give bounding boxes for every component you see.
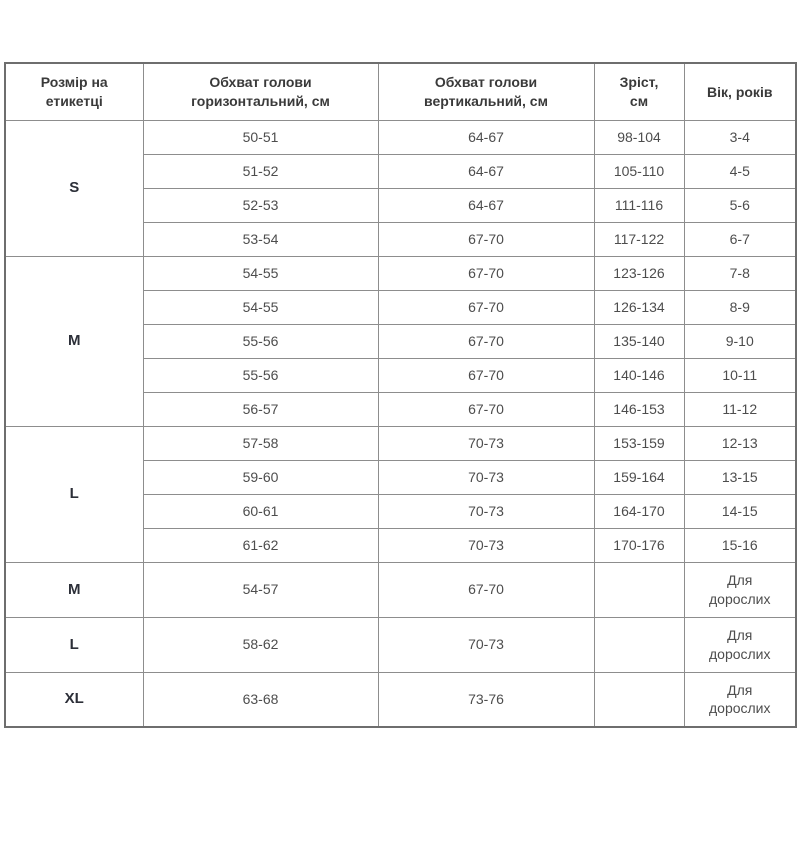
- height-cell: [593, 671, 685, 728]
- horizontal-cell: 55-56: [142, 357, 379, 393]
- height-cell: 126-134: [593, 289, 685, 325]
- table-row: 54-55 67-70 126-134 8-9: [5, 289, 797, 325]
- header-row: Розмір на етикетці Обхват голови горизон…: [4, 62, 797, 121]
- header-horizontal-circumference: Обхват голови горизонтальний, см: [142, 62, 379, 121]
- table-row: 56-57 67-70 146-153 11-12: [5, 391, 797, 427]
- table-row: 53-54 67-70 117-122 6-7: [5, 221, 797, 257]
- vertical-cell: 70-73: [377, 527, 595, 563]
- age-cell: Для дорослих: [683, 671, 797, 728]
- vertical-cell: 67-70: [377, 391, 595, 427]
- horizontal-cell: 58-62: [142, 616, 379, 673]
- horizontal-cell: 54-57: [142, 561, 379, 618]
- table-row: L 57-58 70-73 153-159 12-13: [4, 425, 797, 563]
- table-row: 51-52 64-67 105-110 4-5: [5, 153, 797, 189]
- height-cell: 170-176: [593, 527, 685, 563]
- height-cell: 105-110: [593, 153, 685, 189]
- size-chart-table: Розмір на етикетці Обхват голови горизон…: [4, 62, 797, 728]
- table-row: L 58-62 70-73 Для дорослих: [4, 616, 797, 673]
- horizontal-cell: 50-51: [142, 119, 379, 155]
- height-cell: 164-170: [593, 493, 685, 529]
- horizontal-cell: 60-61: [142, 493, 379, 529]
- age-cell: 14-15: [683, 493, 797, 529]
- age-cell: 8-9: [683, 289, 797, 325]
- vertical-cell: 70-73: [377, 493, 595, 529]
- table-row: M 54-57 67-70 Для дорослих: [4, 561, 797, 618]
- age-cell: 3-4: [683, 119, 797, 155]
- age-cell: 7-8: [683, 255, 797, 291]
- vertical-cell: 67-70: [377, 255, 595, 291]
- height-cell: 117-122: [593, 221, 685, 257]
- header-vertical-circumference: Обхват голови вертикальний, см: [377, 62, 595, 121]
- vertical-cell: 70-73: [377, 459, 595, 495]
- vertical-cell: 70-73: [377, 425, 595, 461]
- height-cell: 111-116: [593, 187, 685, 223]
- table-row: S 50-51 64-67 98-104 3-4: [4, 119, 797, 257]
- age-cell: 6-7: [683, 221, 797, 257]
- age-cell: 9-10: [683, 323, 797, 359]
- header-age: Вік, років: [683, 62, 797, 121]
- vertical-cell: 67-70: [377, 289, 595, 325]
- size-group-label: M: [4, 561, 144, 618]
- vertical-cell: 64-67: [377, 153, 595, 189]
- horizontal-cell: 63-68: [142, 671, 379, 728]
- horizontal-cell: 57-58: [142, 425, 379, 461]
- horizontal-cell: 54-55: [142, 289, 379, 325]
- height-cell: 140-146: [593, 357, 685, 393]
- vertical-cell: 64-67: [377, 119, 595, 155]
- table-row: M 54-55 67-70 123-126 7-8: [4, 255, 797, 427]
- horizontal-cell: 53-54: [142, 221, 379, 257]
- age-cell: 11-12: [683, 391, 797, 427]
- header-height: Зріст, см: [593, 62, 685, 121]
- table-row: 55-56 67-70 140-146 10-11: [5, 357, 797, 393]
- age-cell: 15-16: [683, 527, 797, 563]
- size-group-label: M: [4, 255, 144, 427]
- horizontal-cell: 59-60: [142, 459, 379, 495]
- table-row: 52-53 64-67 111-116 5-6: [5, 187, 797, 223]
- size-group-label: XL: [4, 671, 144, 728]
- age-cell: 4-5: [683, 153, 797, 189]
- age-cell: 12-13: [683, 425, 797, 461]
- horizontal-cell: 61-62: [142, 527, 379, 563]
- horizontal-cell: 55-56: [142, 323, 379, 359]
- vertical-cell: 67-70: [377, 323, 595, 359]
- height-cell: 135-140: [593, 323, 685, 359]
- height-cell: [593, 561, 685, 618]
- height-cell: 98-104: [593, 119, 685, 155]
- age-cell: 5-6: [683, 187, 797, 223]
- header-size: Розмір на етикетці: [4, 62, 144, 121]
- height-cell: 159-164: [593, 459, 685, 495]
- size-chart-container: Розмір на етикетці Обхват голови горизон…: [4, 62, 800, 728]
- horizontal-cell: 52-53: [142, 187, 379, 223]
- height-cell: 123-126: [593, 255, 685, 291]
- size-group-label: L: [4, 425, 144, 563]
- height-cell: 153-159: [593, 425, 685, 461]
- vertical-cell: 73-76: [377, 671, 595, 728]
- table-row: XL 63-68 73-76 Для дорослих: [4, 671, 797, 728]
- vertical-cell: 67-70: [377, 221, 595, 257]
- height-cell: [593, 616, 685, 673]
- table-row: 55-56 67-70 135-140 9-10: [5, 323, 797, 359]
- table-row: 59-60 70-73 159-164 13-15: [5, 459, 797, 495]
- size-group-label: S: [4, 119, 144, 257]
- horizontal-cell: 54-55: [142, 255, 379, 291]
- height-cell: 146-153: [593, 391, 685, 427]
- age-cell: Для дорослих: [683, 616, 797, 673]
- size-group-label: L: [4, 616, 144, 673]
- horizontal-cell: 51-52: [142, 153, 379, 189]
- vertical-cell: 67-70: [377, 561, 595, 618]
- vertical-cell: 67-70: [377, 357, 595, 393]
- age-cell: 13-15: [683, 459, 797, 495]
- age-cell: 10-11: [683, 357, 797, 393]
- age-cell: Для дорослих: [683, 561, 797, 618]
- horizontal-cell: 56-57: [142, 391, 379, 427]
- vertical-cell: 70-73: [377, 616, 595, 673]
- vertical-cell: 64-67: [377, 187, 595, 223]
